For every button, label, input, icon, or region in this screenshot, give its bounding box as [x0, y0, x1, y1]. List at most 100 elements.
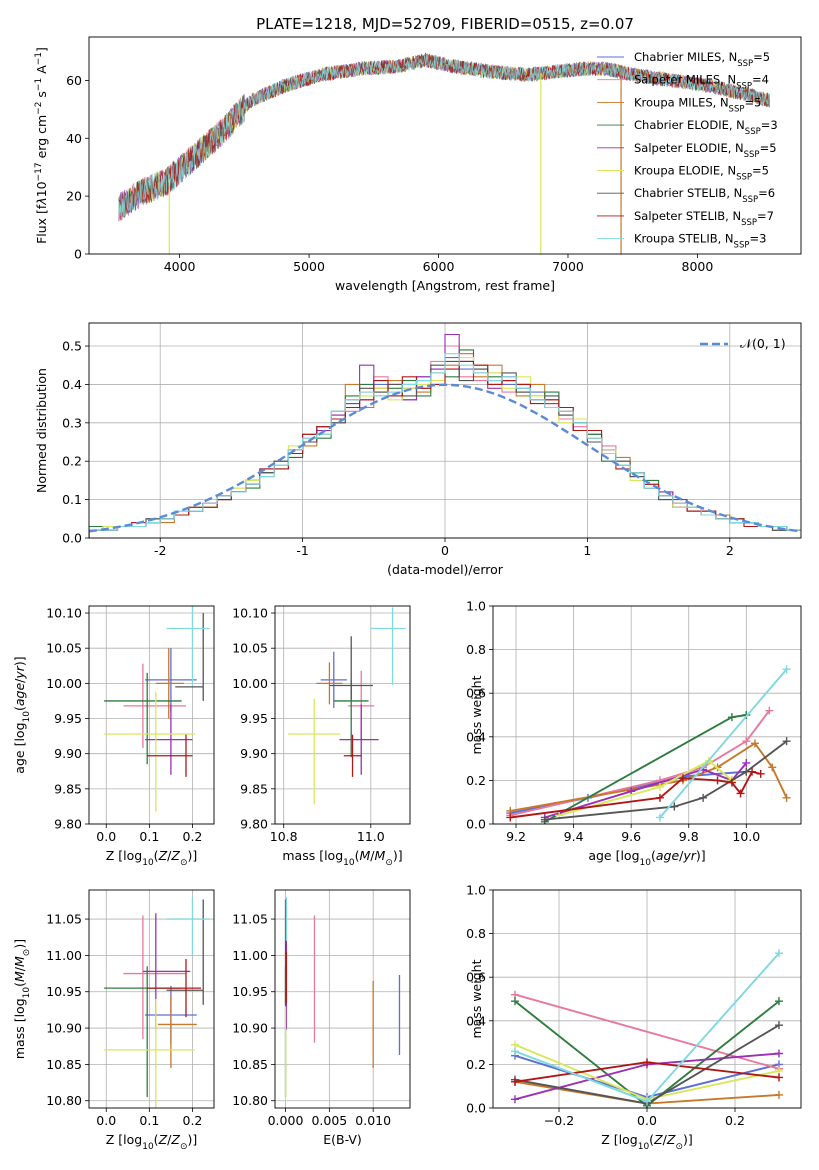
errorbar-point-6 [175, 613, 204, 701]
plus-marker [775, 1090, 783, 1099]
errorbar-point-4 [142, 913, 191, 1030]
xtick-label: 0.2 [183, 1113, 203, 1128]
xtick-label: -1 [296, 543, 308, 558]
plus-marker [655, 782, 664, 791]
age_vs_mass-axes [275, 606, 410, 825]
weight-line-5 [558, 759, 733, 817]
plus-marker [775, 1021, 783, 1030]
xtick-label: 0.1 [139, 1113, 159, 1128]
xtick-label: 0.2 [725, 1113, 745, 1128]
ytick-label: 0.4 [62, 377, 82, 392]
xtick-label: 2 [726, 543, 734, 558]
xtick-label: 0.1 [139, 829, 159, 844]
errorbar-point-6 [329, 636, 373, 700]
axes-frame [88, 605, 215, 825]
xtick-label: 1 [583, 543, 591, 558]
ytick-label: 10.10 [232, 606, 268, 621]
legend-label: Chabrier MILES, NSSP=5 [634, 50, 770, 69]
histogram-8 [89, 353, 801, 538]
x-axis-label: Z [log10(Z/Z⊙)] [601, 1132, 693, 1152]
errorbar-point-8 [166, 606, 210, 685]
mass_vs_Z-decorations: 0.0 0.1 0.2 10.80 10.85 10.90 10.95 11.00 11.05 Z… [12, 889, 215, 1152]
errorbar-point-7 [343, 734, 362, 777]
legend-label: Salpeter ELODIE, NSSP=5 [634, 141, 777, 160]
legend-label: Chabrier ELODIE, NSSP=3 [634, 118, 778, 137]
mass_vs_EBV-plot-area [284, 897, 401, 1101]
ytick-label: 11.05 [46, 912, 82, 927]
x-axis-label: wavelength [Angstrom, rest frame] [335, 278, 555, 293]
plus-marker [756, 769, 765, 778]
xtick-label: −0.2 [544, 1113, 574, 1128]
axes-frame [274, 889, 411, 1109]
ytick-label: 9.95 [54, 711, 82, 726]
weight_vs_Z-plot-area [511, 949, 783, 1108]
errorbar-point-8 [370, 607, 406, 685]
ytick-label: 9.95 [240, 711, 268, 726]
legend-label: Salpeter STELIB, NSSP=7 [634, 209, 774, 228]
ytick-label: 10.80 [46, 1093, 82, 1108]
xtick-label: 6000 [423, 259, 455, 274]
xtick-label: 9.2 [506, 829, 526, 844]
legend-label: Kroupa ELODIE, NSSP=5 [634, 164, 769, 183]
errorbar-point-4 [145, 704, 193, 775]
x-axis-label: Z [log10(Z/Z⊙)] [106, 1132, 198, 1152]
ytick-label: 0.0 [62, 531, 82, 546]
ytick-label: 0.2 [466, 773, 486, 788]
plus-marker [511, 1095, 519, 1104]
y-axis-label: mass weight [469, 675, 484, 754]
xtick-label: 7000 [552, 259, 584, 274]
plus-marker [643, 1058, 651, 1067]
mass_vs_EBV-decorations: 0.000 0.005 0.010 10.80 10.85 10.90 10.95 11.00… [232, 889, 411, 1147]
xtick-label: 0 [441, 543, 449, 558]
plus-marker [768, 763, 777, 772]
errorbar-point-2 [155, 648, 184, 719]
axes-frame [88, 889, 215, 1109]
plus-marker [678, 774, 687, 783]
ytick-label: 10.90 [232, 1021, 268, 1036]
xtick-label: 0.0 [637, 1113, 657, 1128]
errorbar-point-5 [288, 698, 341, 805]
ytick-label: 10.90 [46, 1021, 82, 1036]
age_vs_Z-decorations: 0.0 0.1 0.2 9.80 9.85 9.90 9.95 10.00 10.05 10.10… [12, 605, 215, 868]
xtick-label: 8000 [682, 259, 714, 274]
plus-marker [713, 776, 722, 785]
ytick-label: 0.5 [62, 339, 82, 354]
ytick-label: 9.85 [240, 781, 268, 796]
ytick-label: 9.80 [54, 817, 82, 832]
ytick-label: 10.80 [232, 1093, 268, 1108]
errorbar-point-2 [316, 662, 343, 705]
xtick-label: 0.2 [183, 829, 203, 844]
ytick-label: 0.6 [466, 686, 486, 701]
y-axis-label: Flux [fλ10−17 erg cm−2 s−1 A−1] [34, 47, 49, 244]
plus-marker [506, 813, 515, 822]
ytick-label: 60 [66, 73, 82, 88]
ytick-label: 0.8 [466, 642, 486, 657]
plus-marker [643, 1097, 651, 1106]
errorbar-point-8 [166, 897, 210, 956]
ytick-label: 10.95 [232, 984, 268, 999]
ytick-label: 1.0 [466, 883, 486, 898]
errorbar-point-1 [123, 915, 186, 1039]
plus-marker [775, 1073, 783, 1082]
ytick-label: 10.95 [46, 984, 82, 999]
ytick-label: 0.4 [466, 729, 486, 744]
errorbar-point-7 [147, 959, 202, 1018]
errorbar-point-0 [145, 648, 197, 712]
ytick-label: 0.1 [62, 492, 82, 507]
ytick-label: 10.05 [232, 641, 268, 656]
ytick-label: 0.8 [466, 926, 486, 941]
plus-marker [775, 1049, 783, 1058]
ytick-label: 10.85 [46, 1057, 82, 1072]
figure-title: PLATE=1218, MJD=52709, FIBERID=0515, z=0… [256, 15, 634, 33]
plus-marker [750, 739, 759, 748]
ytick-label: 10.85 [232, 1057, 268, 1072]
plus-marker [775, 949, 783, 958]
plus-marker [782, 737, 791, 746]
ytick-label: 11.00 [232, 948, 268, 963]
plus-marker [736, 789, 745, 798]
xtick-label: 0.005 [311, 1113, 347, 1128]
errorbar-point-0 [320, 651, 347, 708]
legend-label: Kroupa STELIB, NSSP=3 [634, 232, 766, 251]
mass_vs_Z-plot-area [104, 897, 210, 1108]
